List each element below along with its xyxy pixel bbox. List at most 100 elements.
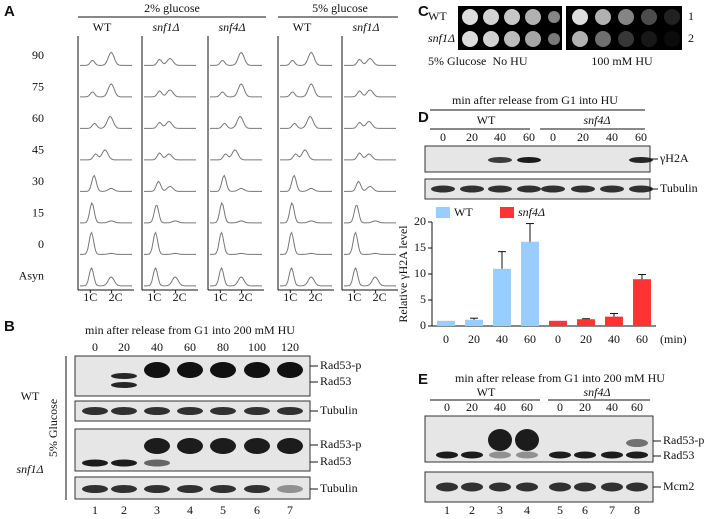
band xyxy=(436,451,458,459)
strain-label: WT xyxy=(428,9,447,23)
histogram-curve xyxy=(344,120,396,129)
x-label: 1C xyxy=(347,290,361,304)
lane-label: 60 xyxy=(631,400,643,414)
spot xyxy=(548,11,560,23)
band-label: Mcm2 xyxy=(663,479,694,493)
column-label: snf1Δ xyxy=(352,20,379,34)
condition-label: 5% Glucose xyxy=(46,399,60,457)
spot xyxy=(483,9,499,25)
bar xyxy=(577,319,595,326)
bar xyxy=(521,241,539,326)
strain-label: WT xyxy=(477,113,496,127)
x-label: 2C xyxy=(109,290,123,304)
histogram-curve xyxy=(80,83,132,98)
y-tick-label: 5 xyxy=(420,292,426,306)
y-tick-label: 20 xyxy=(414,214,426,228)
spot xyxy=(641,31,657,47)
strain-label: snf1Δ xyxy=(16,462,43,476)
band-label: Tubulin xyxy=(320,481,358,495)
legend-label: WT xyxy=(454,205,473,219)
histogram-curve xyxy=(280,51,332,66)
x-label: 1C xyxy=(83,290,97,304)
row-label: 45 xyxy=(32,142,44,156)
lane-label: 100 xyxy=(248,340,266,354)
band xyxy=(82,485,108,493)
treatment-label: 100 mM HU xyxy=(591,54,653,68)
band xyxy=(629,157,653,163)
histogram-curve xyxy=(210,83,262,98)
x-axis-label: (min) xyxy=(660,332,687,346)
histogram-curve xyxy=(344,204,396,224)
lane-number: 5 xyxy=(220,503,226,517)
band-label: Tubulin xyxy=(660,181,698,195)
band xyxy=(111,485,137,493)
spot xyxy=(595,9,611,25)
row-number: 1 xyxy=(688,9,694,23)
lane-number: 7 xyxy=(609,503,615,517)
lane-label: 20 xyxy=(118,340,130,354)
spot xyxy=(572,31,588,47)
row-label: 0 xyxy=(38,237,44,251)
lane-number: 4 xyxy=(524,503,530,517)
lane-number: 1 xyxy=(444,503,450,517)
spot xyxy=(618,31,634,47)
band xyxy=(244,362,270,378)
error-bar xyxy=(498,251,506,269)
band-label: Rad53-p xyxy=(320,358,361,372)
band xyxy=(144,459,170,467)
lane-number: 8 xyxy=(634,503,640,517)
band xyxy=(601,482,623,492)
bar xyxy=(633,279,651,326)
band xyxy=(177,407,203,415)
histogram-curve xyxy=(80,266,132,287)
band xyxy=(488,429,512,451)
histogram-curve xyxy=(344,266,396,287)
histogram-curve xyxy=(144,120,196,129)
lane-label: 80 xyxy=(217,340,229,354)
band-label: Rad53-p xyxy=(663,433,704,447)
band-label: Rad53 xyxy=(320,454,351,468)
lane-label: 60 xyxy=(523,130,535,144)
histogram-curve xyxy=(210,149,262,161)
histogram-curve xyxy=(344,231,396,255)
histogram-curve xyxy=(144,57,196,66)
spot xyxy=(572,9,588,25)
band-label: Rad53 xyxy=(320,374,351,388)
row-number: 2 xyxy=(688,31,694,45)
histogram-curve xyxy=(144,152,196,161)
histogram-curve xyxy=(344,152,396,161)
band xyxy=(489,482,511,492)
error-bar xyxy=(638,274,646,280)
lane-label: 40 xyxy=(494,400,506,414)
band xyxy=(111,373,137,379)
histogram-curve xyxy=(80,201,132,224)
spot xyxy=(618,9,634,25)
band xyxy=(571,185,595,193)
panel-letter: C xyxy=(418,3,429,20)
x-label: 1C xyxy=(147,290,161,304)
panel-letter: B xyxy=(4,318,15,335)
band xyxy=(431,185,455,193)
x-tick-label: 20 xyxy=(468,332,480,346)
histogram-curve xyxy=(144,266,196,287)
error-bar xyxy=(526,223,534,242)
band xyxy=(601,451,623,459)
histogram-curve xyxy=(280,231,332,255)
band-label: Rad53 xyxy=(663,448,694,462)
histogram-curve xyxy=(210,231,262,255)
band xyxy=(488,185,512,193)
bar xyxy=(549,320,567,326)
band xyxy=(244,485,270,493)
x-label: 2C xyxy=(173,290,187,304)
strain-label: snf4Δ xyxy=(583,113,610,127)
band xyxy=(244,438,270,454)
histogram-curve xyxy=(210,174,262,192)
histogram-curve xyxy=(144,89,196,98)
histogram-curve xyxy=(210,266,262,287)
band xyxy=(488,157,512,163)
spot xyxy=(504,31,520,47)
lane-number: 5 xyxy=(557,503,563,517)
band xyxy=(82,459,108,467)
strain-label: snf4Δ xyxy=(583,385,610,399)
